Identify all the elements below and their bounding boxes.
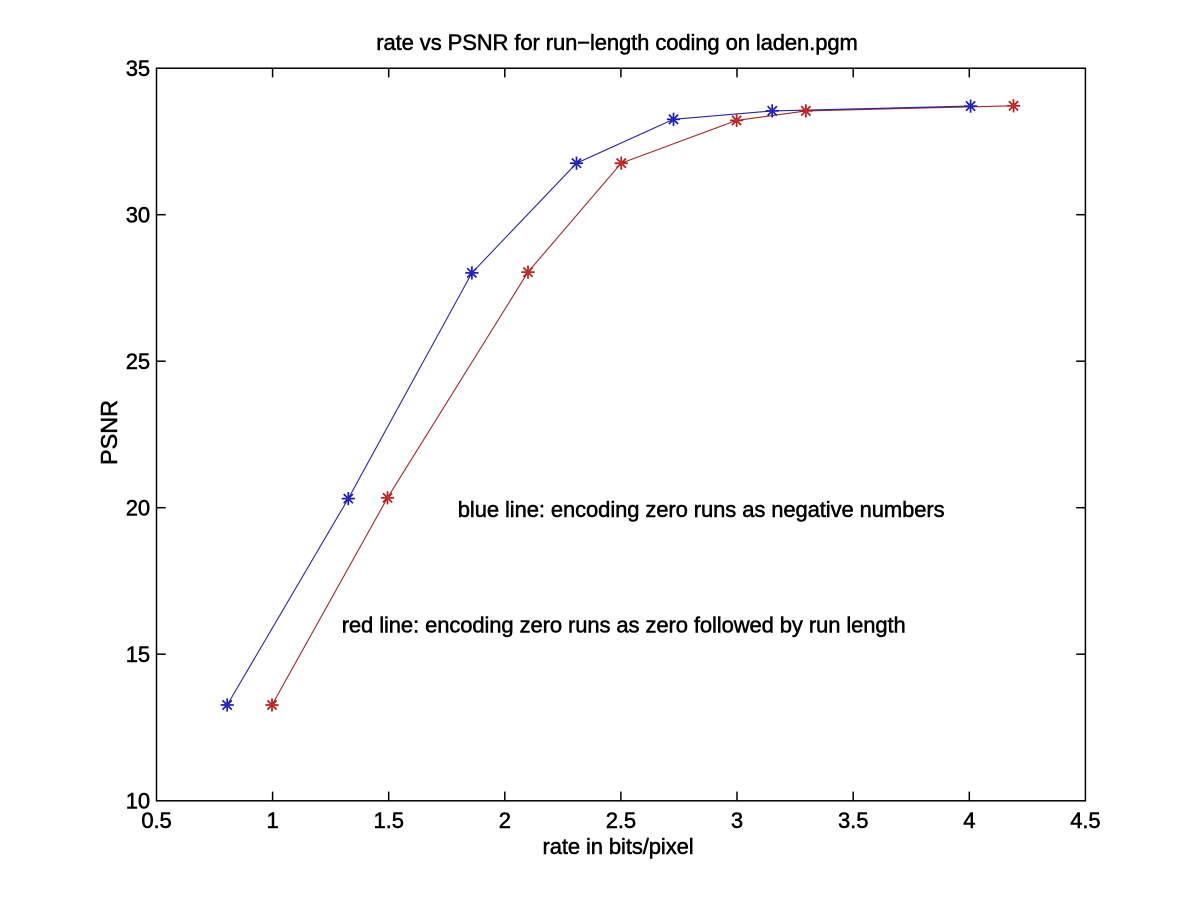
svg-text:20: 20	[126, 496, 150, 521]
svg-text:35: 35	[126, 56, 150, 81]
svg-text:4: 4	[963, 808, 975, 833]
svg-text:3: 3	[731, 808, 743, 833]
svg-text:rate vs PSNR for run−length co: rate vs PSNR for run−length coding on la…	[376, 30, 857, 55]
svg-text:1: 1	[267, 808, 279, 833]
svg-text:rate in bits/pixel: rate in bits/pixel	[542, 834, 693, 859]
svg-text:0.5: 0.5	[141, 808, 171, 833]
svg-text:red line: encoding zero runs a: red line: encoding zero runs as zero fol…	[342, 612, 906, 637]
svg-text:25: 25	[126, 349, 150, 374]
svg-text:15: 15	[126, 642, 150, 667]
svg-text:PSNR: PSNR	[96, 400, 122, 465]
svg-text:3.5: 3.5	[838, 808, 868, 833]
svg-text:1.5: 1.5	[374, 808, 404, 833]
svg-text:2.5: 2.5	[606, 808, 636, 833]
svg-text:4.5: 4.5	[1070, 808, 1100, 833]
svg-text:30: 30	[126, 203, 150, 228]
svg-text:2: 2	[499, 808, 511, 833]
svg-text:blue line: encoding zero runs: blue line: encoding zero runs as negativ…	[458, 497, 945, 522]
svg-text:10: 10	[126, 789, 150, 814]
